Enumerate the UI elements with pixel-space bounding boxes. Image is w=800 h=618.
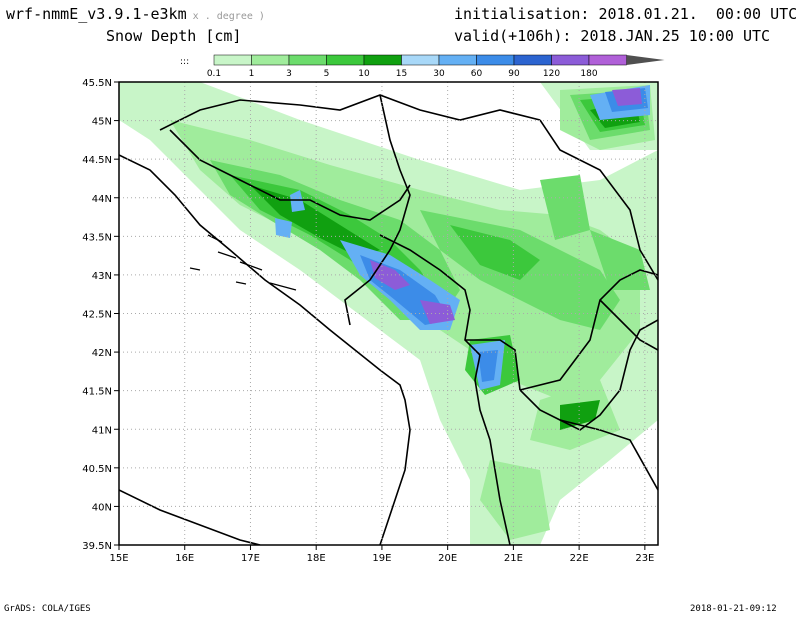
footer-timestamp: 2018-01-21-09:12 xyxy=(690,604,777,614)
y-tick-label: 44N xyxy=(92,194,112,205)
model-title-suffix: x . degree ) xyxy=(192,11,265,22)
y-tick-label: 39.5N xyxy=(82,541,112,552)
y-tick-label: 44.5N xyxy=(82,155,112,166)
x-tick-label: 17E xyxy=(241,553,260,564)
footer-credit: GrADS: COLA/IGES xyxy=(4,604,91,614)
x-tick-label: 20E xyxy=(438,553,457,564)
y-tick-label: 42.5N xyxy=(82,310,112,321)
legend-label: 5 xyxy=(324,69,330,79)
y-tick-label: 42N xyxy=(92,348,112,359)
legend-label: 60 xyxy=(471,69,483,79)
field-title: Snow Depth [cm] xyxy=(106,27,242,45)
legend-label: 180 xyxy=(580,69,597,79)
x-tick-label: 15E xyxy=(109,553,128,564)
x-tick-label: 19E xyxy=(372,553,391,564)
model-title: wrf-nmmE_v3.9.1-e3km x . degree ) xyxy=(6,5,265,23)
x-tick-label: 16E xyxy=(175,553,194,564)
legend-label: 120 xyxy=(543,69,560,79)
legend-label: 15 xyxy=(396,69,407,79)
y-tick-label: 41N xyxy=(92,425,112,436)
legend-label: 3 xyxy=(286,69,292,79)
y-tick-label: 45N xyxy=(92,117,112,128)
x-tick-label: 22E xyxy=(570,553,589,564)
legend-label: 0.1 xyxy=(207,69,221,79)
legend-label: 1 xyxy=(249,69,255,79)
y-tick-label: 43N xyxy=(92,271,112,282)
y-tick-label: 41.5N xyxy=(82,387,112,398)
legend-label: 10 xyxy=(358,69,370,79)
legend-label: 90 xyxy=(508,69,520,79)
y-tick-label: 43.5N xyxy=(82,232,112,243)
legend-arrow xyxy=(626,55,665,65)
y-tick-label: 40.5N xyxy=(82,464,112,475)
y-tick-label: 45.5N xyxy=(82,78,112,89)
x-tick-label: 21E xyxy=(504,553,523,564)
islands xyxy=(189,234,297,291)
y-tick-label: 40N xyxy=(92,502,112,513)
valid-time: valid(+106h): 2018.JAN.25 10:00 UTC xyxy=(454,27,771,45)
init-time: initialisation: 2018.01.21. 00:00 UTC xyxy=(454,5,798,23)
x-tick-label: 18E xyxy=(307,553,326,564)
borders xyxy=(119,94,658,545)
y-axis: 45.5N 45N 44.5N 44N 43.5N 43N 42.5N 42N 41.5N 41N… xyxy=(82,78,119,552)
legend-lead-marker: ::: xyxy=(180,57,189,67)
legend-label: 30 xyxy=(433,69,445,79)
x-axis: 15E 16E 17E 18E 19E 20E 21E 22E 23E xyxy=(109,545,654,564)
x-tick-label: 23E xyxy=(635,553,654,564)
